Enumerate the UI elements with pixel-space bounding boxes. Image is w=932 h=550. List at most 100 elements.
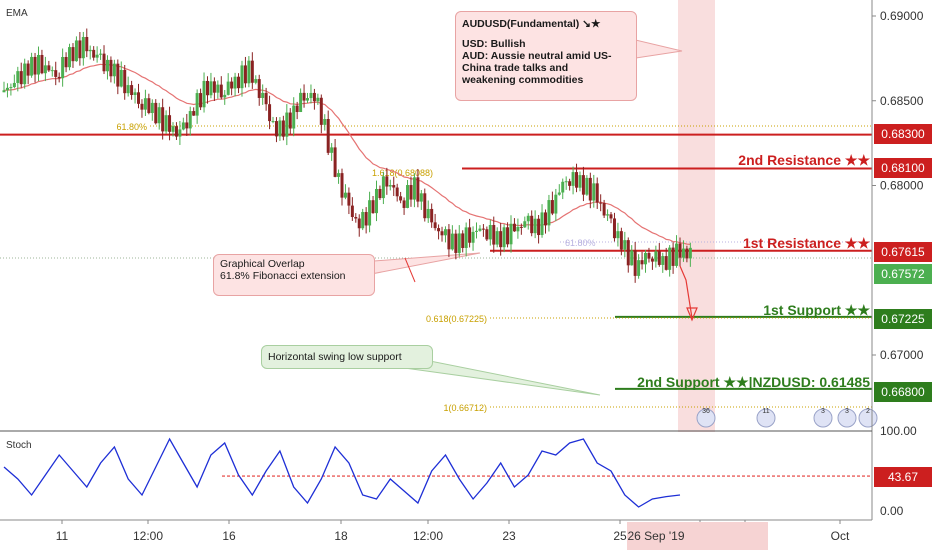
price-axis-label: 0.68000	[880, 179, 924, 193]
fundamental-annotation[interactable]: AUDUSD(Fundamental) ↘★ USD: Bullish AUD:…	[455, 11, 637, 101]
candle-body	[688, 247, 692, 259]
candle-body	[485, 229, 489, 240]
candle-body	[168, 115, 172, 132]
candle-body	[433, 222, 437, 229]
candle-body	[105, 59, 109, 72]
event-badge	[756, 408, 776, 428]
candle-body	[671, 247, 675, 266]
candle-body	[364, 212, 368, 226]
candle-body	[316, 97, 320, 102]
candle-body	[288, 112, 292, 129]
candle-body	[637, 260, 641, 276]
time-highlight-bg	[627, 522, 768, 550]
candle-body	[626, 240, 630, 266]
candle-body	[461, 233, 465, 248]
candle-body	[357, 218, 361, 229]
price-tag-current: 0.67572	[874, 264, 932, 284]
price-axis-label: 0.67000	[880, 348, 924, 362]
candle-body	[323, 118, 327, 125]
candle-body	[471, 231, 475, 243]
candle-body	[143, 98, 147, 110]
candle-body	[16, 71, 20, 83]
candle-body	[519, 226, 523, 228]
candle-body	[326, 118, 330, 153]
time-axis-label: 11	[56, 529, 69, 543]
time-axis-label: 12:00	[133, 529, 163, 543]
candle-body	[388, 185, 392, 187]
candle-body	[147, 98, 151, 114]
candle-body	[395, 187, 399, 197]
candle-body	[154, 102, 158, 124]
candle-body	[64, 56, 68, 68]
candle-body	[374, 188, 378, 214]
ema-indicator-label[interactable]: EMA	[6, 8, 28, 19]
candle-body	[140, 103, 144, 110]
fib-618-top-label: 61.80%	[116, 122, 147, 132]
event-badge	[813, 408, 833, 428]
candle-body	[668, 247, 672, 270]
candle-body	[57, 76, 61, 79]
candle-body	[243, 65, 247, 84]
support-1-label: 1st Support ★★	[763, 302, 870, 318]
candle-body	[271, 121, 275, 123]
candle-body	[171, 126, 175, 132]
time-highlight-label: 26 Sep '19	[627, 529, 684, 543]
forecast-zone	[678, 0, 715, 432]
candle-body	[199, 93, 203, 108]
candle-body	[650, 258, 654, 262]
resistance-2-label: 2nd Resistance ★★	[738, 152, 870, 168]
candle-body	[492, 225, 496, 245]
candle-body	[71, 47, 75, 62]
stoch-level-tag: 43.67	[874, 467, 932, 487]
candle-body	[281, 120, 285, 137]
candle-body	[423, 193, 427, 219]
candle-body	[661, 256, 665, 265]
candle-body	[250, 60, 254, 83]
candle-body	[681, 248, 685, 258]
event-badge-count: 11	[762, 408, 769, 415]
candle-body	[209, 81, 213, 96]
candle-body	[292, 105, 296, 129]
price-tag-067615: 0.67615	[874, 242, 932, 262]
candle-body	[588, 177, 592, 201]
candle-body	[237, 76, 241, 89]
fundamental-usd: USD: Bullish	[462, 38, 526, 50]
candle-body	[85, 36, 89, 52]
price-tag-068100: 0.68100	[874, 158, 932, 178]
candlesticks	[2, 28, 692, 283]
candle-body	[205, 80, 209, 96]
stoch-indicator-label[interactable]: Stoch	[6, 440, 32, 451]
fundamental-aud-3: weakening commodities	[462, 74, 584, 86]
candle-body	[274, 121, 278, 137]
candle-body	[254, 79, 258, 83]
candle-body	[488, 225, 492, 240]
stoch-axis-label: 0.00	[880, 504, 904, 518]
candle-body	[678, 243, 682, 258]
swing-low-annotation[interactable]: Horizontal swing low support	[261, 345, 433, 369]
candle-body	[116, 63, 120, 87]
overlap-arrow	[404, 257, 416, 283]
price-tag-068300: 0.68300	[874, 124, 932, 144]
candle-body	[126, 85, 130, 94]
overlap-annotation[interactable]: Graphical Overlap 61.8% Fibonacci extens…	[213, 254, 375, 296]
candle-body	[478, 228, 482, 231]
candle-body	[550, 200, 554, 214]
candle-body	[26, 63, 30, 76]
event-badge-count: 3	[821, 408, 825, 415]
event-badge	[696, 408, 716, 428]
candle-body	[68, 47, 72, 68]
overlap-line-2: 61.8% Fibonacci extension	[220, 270, 346, 282]
fib-1-label: 1(0.66712)	[443, 403, 487, 413]
candle-body	[33, 56, 37, 75]
time-axis-label: 16	[222, 529, 236, 543]
candle-body	[226, 81, 230, 95]
candle-body	[50, 70, 54, 72]
candle-body	[554, 194, 558, 214]
candle-body	[285, 112, 289, 137]
candle-body	[88, 49, 92, 52]
time-axis-label: 12:00	[413, 529, 443, 543]
candle-body	[47, 65, 51, 71]
candle-body	[644, 252, 648, 265]
candle-body	[350, 205, 354, 218]
candle-body	[223, 94, 227, 98]
